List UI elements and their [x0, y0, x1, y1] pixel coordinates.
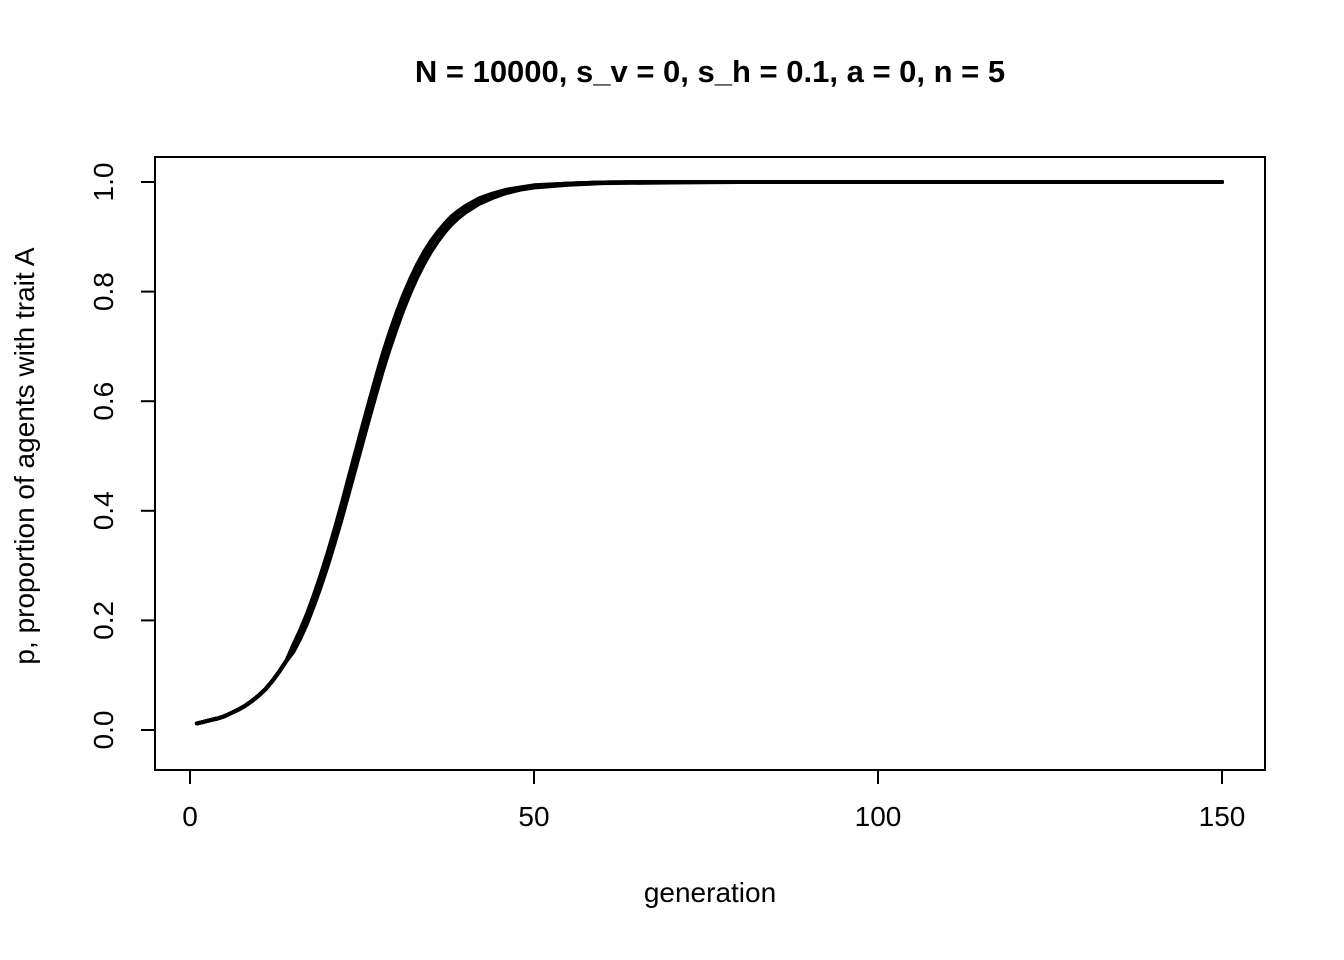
plot-box: [154, 156, 1266, 771]
y-tick-label: 0.0: [88, 711, 119, 750]
y-tick-label: 0.6: [88, 382, 119, 421]
x-tick-label: 150: [1199, 801, 1246, 832]
y-tick-label: 1.0: [88, 163, 119, 202]
simulation-run-line: [194, 180, 1224, 726]
simulation-run-lines: [194, 180, 1224, 726]
x-tick-label: 100: [855, 801, 902, 832]
x-tick-label: 50: [518, 801, 549, 832]
x-axis: 0 50 100 150: [182, 770, 1245, 832]
y-tick-label: 0.8: [88, 272, 119, 311]
x-axis-title: generation: [644, 877, 776, 908]
simulation-run-line: [194, 180, 1224, 726]
x-tick-label: 0: [182, 801, 198, 832]
simulation-run-line: [194, 180, 1224, 726]
y-axis-title: p, proportion of agents with trait A: [9, 247, 40, 664]
chart-title: N = 10000, s_v = 0, s_h = 0.1, a = 0, n …: [415, 54, 1005, 89]
simulation-run-line: [194, 180, 1224, 726]
y-tick-label: 0.2: [88, 601, 119, 640]
y-axis: 0.0 0.2 0.4 0.6 0.8 1.0: [88, 163, 155, 750]
simulation-run-line: [194, 180, 1224, 726]
y-tick-label: 0.4: [88, 491, 119, 530]
